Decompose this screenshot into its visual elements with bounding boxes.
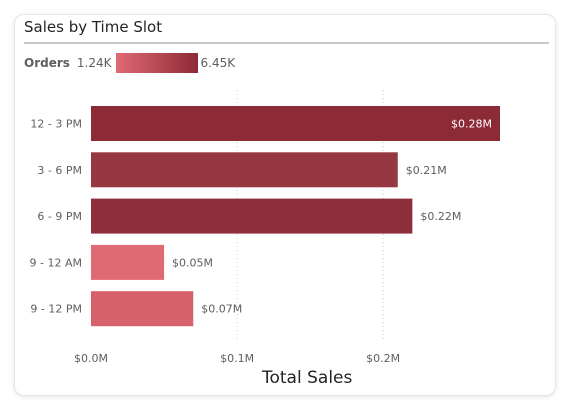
- data-label: $0.05M: [172, 256, 213, 269]
- category-label: 3 - 6 PM: [37, 164, 82, 177]
- x-tick-label: $0.0M: [74, 352, 108, 365]
- legend-gradient-bar: [115, 53, 198, 73]
- bar: [91, 106, 500, 141]
- x-tick-label: $0.2M: [366, 352, 400, 365]
- data-label: $0.07M: [201, 303, 242, 316]
- category-label: 6 - 9 PM: [37, 210, 82, 223]
- chart-title: Sales by Time Slot: [24, 18, 163, 36]
- category-label: 12 - 3 PM: [30, 118, 82, 131]
- data-label: $0.22M: [420, 210, 461, 223]
- color-legend: Orders 1.24K 6.45K: [24, 53, 236, 73]
- legend-title: Orders: [24, 56, 70, 70]
- data-label: $0.21M: [406, 164, 447, 177]
- bar: [91, 152, 398, 188]
- bar: [91, 291, 194, 327]
- legend-max-label: 6.45K: [200, 56, 236, 70]
- bar: [91, 244, 165, 280]
- x-axis-title: Total Sales: [262, 368, 353, 388]
- title-divider: [24, 42, 549, 44]
- category-label: 9 - 12 AM: [30, 256, 82, 269]
- bar: [91, 198, 413, 234]
- legend-min-label: 1.24K: [76, 56, 112, 70]
- data-label: $0.28M: [451, 118, 492, 131]
- category-label: 9 - 12 PM: [30, 303, 82, 316]
- x-tick-label: $0.1M: [220, 352, 254, 365]
